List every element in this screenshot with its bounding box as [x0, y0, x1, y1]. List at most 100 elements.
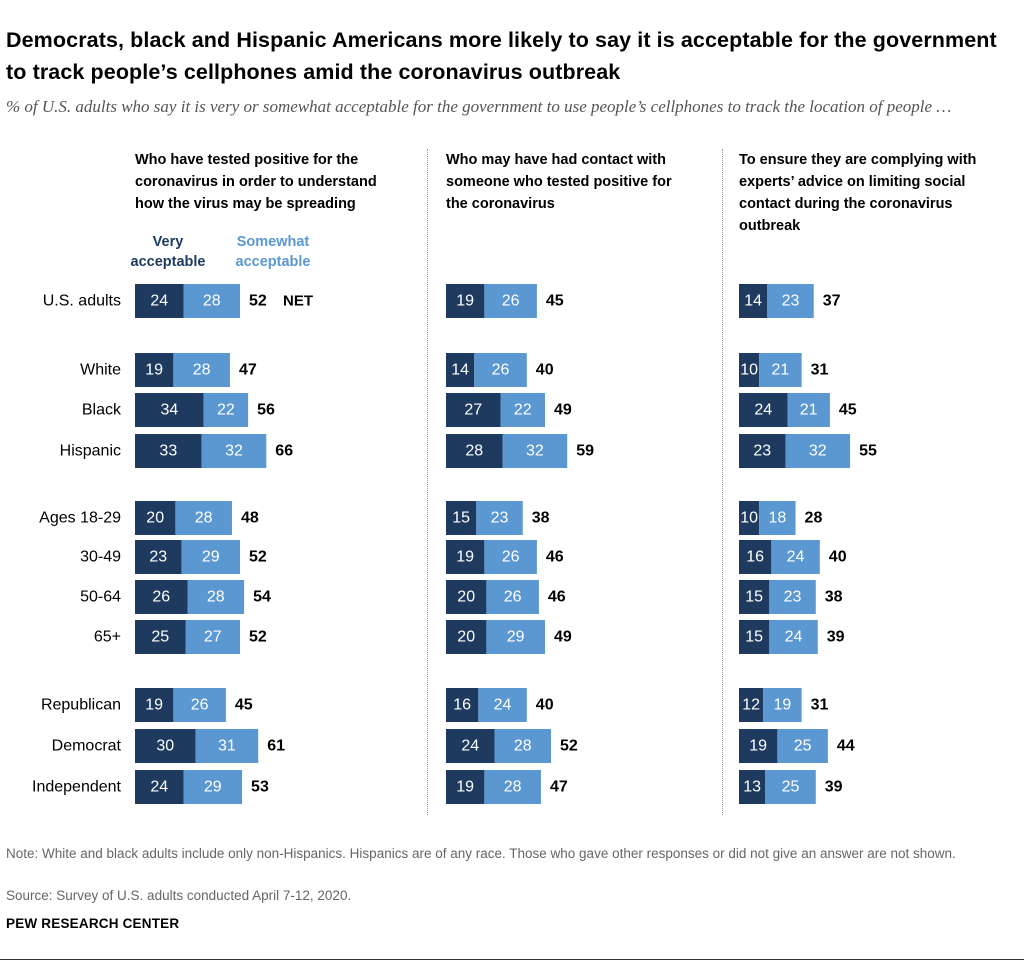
- bar-somewhat-acceptable: [777, 729, 828, 763]
- data-label-somewhat: 24: [494, 697, 512, 714]
- bar-somewhat-acceptable: [769, 580, 816, 614]
- data-label-somewhat: 27: [204, 629, 222, 646]
- bar-somewhat-acceptable: [187, 580, 245, 614]
- bar-very-acceptable: [135, 580, 188, 614]
- bar-somewhat-acceptable: [173, 353, 230, 387]
- bar-very-acceptable: [135, 729, 196, 763]
- data-label-somewhat: 21: [772, 362, 790, 379]
- bar-very-acceptable: [739, 393, 788, 427]
- bar-somewhat-acceptable: [476, 501, 523, 535]
- data-label-net: 44: [837, 738, 855, 755]
- bar-very-acceptable: [135, 393, 204, 427]
- data-label-net: 61: [267, 738, 285, 755]
- category-label: Independent: [32, 779, 122, 796]
- bar-somewhat-acceptable: [486, 620, 545, 654]
- data-label-net: 52: [249, 293, 267, 310]
- net-label: NET: [283, 293, 313, 310]
- bar-very-acceptable: [446, 620, 487, 654]
- data-label-somewhat: 23: [491, 510, 509, 527]
- data-label-somewhat: 29: [507, 629, 525, 646]
- data-label-net: 47: [550, 779, 568, 796]
- data-label-net: 55: [859, 443, 877, 460]
- data-label-very: 16: [746, 549, 764, 566]
- data-label-somewhat: 32: [225, 443, 243, 460]
- bar-very-acceptable: [739, 284, 768, 318]
- brand-logo-text: PEW RESEARCH CENTER: [6, 916, 180, 931]
- bar-somewhat-acceptable: [175, 501, 232, 535]
- data-label-net: 31: [811, 697, 829, 714]
- bar-somewhat-acceptable: [195, 729, 259, 763]
- chart-source: Source: Survey of U.S. adults conducted …: [6, 888, 352, 903]
- data-label-somewhat: 28: [207, 589, 225, 606]
- bar-very-acceptable: [446, 501, 477, 535]
- bar-somewhat-acceptable: [484, 770, 541, 804]
- category-label: Democrat: [52, 738, 122, 755]
- data-label-net: 38: [825, 589, 843, 606]
- bar-very-acceptable: [446, 284, 485, 318]
- data-label-somewhat: 31: [218, 738, 236, 755]
- bar-somewhat-acceptable: [763, 688, 802, 722]
- data-label-net: 40: [536, 362, 554, 379]
- bar-very-acceptable: [135, 688, 174, 722]
- data-label-net: 66: [275, 443, 293, 460]
- data-label-net: 39: [827, 629, 845, 646]
- bar-very-acceptable: [446, 540, 485, 574]
- data-label-somewhat: 29: [204, 779, 222, 796]
- data-label-net: 37: [823, 293, 841, 310]
- data-label-net: 52: [249, 629, 267, 646]
- data-label-somewhat: 24: [787, 549, 805, 566]
- data-label-very: 24: [461, 738, 479, 755]
- bottom-rule: [0, 959, 1024, 960]
- data-label-somewhat: 32: [809, 443, 827, 460]
- chart-plot-area: U.S. adults White Black Hispanic Ages 18-29 3…: [32, 284, 877, 804]
- bar-somewhat-acceptable: [502, 434, 568, 468]
- bar-somewhat-acceptable: [173, 688, 226, 722]
- bar-very-acceptable: [135, 434, 202, 468]
- bar-very-acceptable: [446, 688, 479, 722]
- bar-somewhat-acceptable: [769, 620, 818, 654]
- data-label-somewhat: 22: [217, 402, 235, 419]
- data-label-somewhat: 26: [504, 589, 522, 606]
- data-label-somewhat: 26: [191, 697, 209, 714]
- data-label-very: 10: [740, 510, 758, 527]
- bar-somewhat-acceptable: [759, 353, 802, 387]
- bar-somewhat-acceptable: [785, 434, 851, 468]
- data-label-net: 46: [546, 549, 564, 566]
- bar-very-acceptable: [446, 434, 503, 468]
- data-label-net: 52: [249, 549, 267, 566]
- data-label-very: 13: [743, 779, 761, 796]
- bar-very-acceptable: [135, 501, 176, 535]
- data-label-very: 19: [145, 362, 163, 379]
- panel-title-contact: Who may have had contact with someone wh…: [446, 152, 672, 212]
- data-label-somewhat: 28: [193, 362, 211, 379]
- data-label-somewhat: 26: [502, 293, 520, 310]
- bar-very-acceptable: [739, 501, 760, 535]
- data-label-very: 23: [149, 549, 167, 566]
- data-label-very: 33: [159, 443, 177, 460]
- bar-somewhat-acceptable: [203, 393, 249, 427]
- bar-somewhat-acceptable: [484, 540, 537, 574]
- legend-somewhat-acceptable: Somewhat acceptable: [235, 234, 311, 270]
- data-label-very: 15: [745, 589, 763, 606]
- data-label-somewhat: 26: [502, 549, 520, 566]
- data-label-net: 40: [829, 549, 847, 566]
- data-label-somewhat: 22: [514, 402, 532, 419]
- bar-somewhat-acceptable: [183, 770, 243, 804]
- bar-somewhat-acceptable: [201, 434, 267, 468]
- bar-very-acceptable: [135, 353, 174, 387]
- category-label: Ages 18-29: [39, 510, 121, 527]
- bar-very-acceptable: [135, 540, 182, 574]
- category-label: Republican: [41, 697, 121, 714]
- data-label-somewhat: 18: [768, 510, 786, 527]
- category-label: 65+: [94, 629, 121, 646]
- data-label-net: 59: [576, 443, 594, 460]
- data-label-very: 12: [742, 697, 760, 714]
- data-label-very: 20: [457, 629, 475, 646]
- data-label-somewhat: 25: [782, 779, 800, 796]
- bar-somewhat-acceptable: [759, 501, 796, 535]
- data-label-somewhat: 24: [785, 629, 803, 646]
- data-label-net: 28: [805, 510, 823, 527]
- bar-very-acceptable: [739, 688, 764, 722]
- panel-divider: [427, 149, 428, 815]
- bar-very-acceptable: [739, 434, 786, 468]
